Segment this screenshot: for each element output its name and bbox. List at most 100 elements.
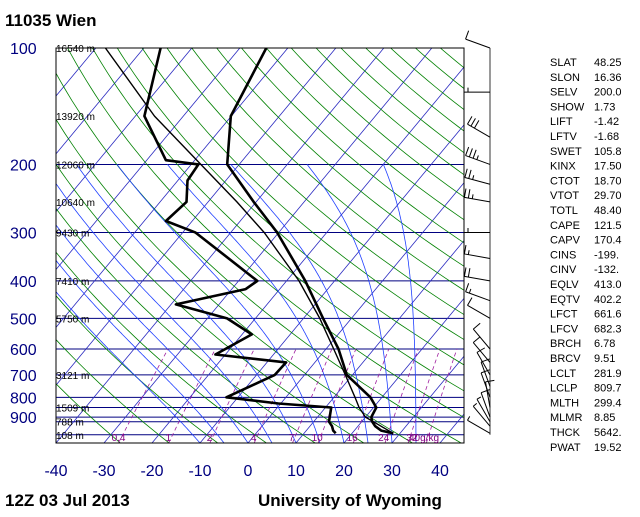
- mixing-ratio-label: 2: [207, 433, 213, 444]
- pressure-tick-label: 700: [10, 368, 37, 385]
- credit-label: University of Wyoming: [258, 491, 442, 510]
- index-value: -199.: [594, 249, 619, 261]
- observation-time: 12Z 03 Jul 2013: [5, 491, 130, 510]
- wind-barb-flag: [466, 31, 469, 39]
- wind-barb-flag: [469, 148, 472, 156]
- wind-barb-staff: [467, 124, 490, 137]
- pressure-tick-label: 300: [10, 226, 37, 243]
- index-name: CINV: [550, 264, 577, 276]
- index-name: TOTL: [550, 205, 578, 217]
- index-value: 661.6: [594, 309, 622, 321]
- wind-barb-flag: [473, 150, 476, 158]
- index-value: 121.5: [594, 220, 622, 232]
- index-value: 413.0: [594, 279, 622, 291]
- index-name: LFCV: [550, 323, 579, 335]
- parcel-profile: [105, 48, 393, 433]
- index-value: 8.85: [594, 412, 615, 424]
- wind-barb-staff: [465, 177, 490, 184]
- index-name: LFCT: [550, 309, 578, 321]
- mixing-ratio-label: 10: [312, 433, 324, 444]
- index-name: CINS: [550, 249, 576, 261]
- index-name: SWET: [550, 146, 582, 158]
- height-label: 1509 m: [56, 404, 89, 415]
- dry-adiabat-line: [68, 48, 510, 443]
- station-title: 11035 Wien: [5, 11, 97, 30]
- temperature-tick-label: 40: [431, 463, 449, 480]
- wind-barb: [467, 298, 490, 319]
- height-label: 3121 m: [56, 371, 89, 382]
- index-value: 809.7: [594, 383, 622, 395]
- index-value: 682.3: [594, 323, 622, 335]
- temperature-tick-label: 20: [335, 463, 353, 480]
- temperature-tick-label: 30: [383, 463, 401, 480]
- isotherm-line: [248, 48, 576, 443]
- index-value: 48.25: [594, 57, 622, 69]
- wind-barb-half-flag: [477, 397, 481, 399]
- index-name: PWAT: [550, 442, 581, 454]
- temperature-tick-label: -30: [92, 463, 115, 480]
- isotherm-line: [56, 48, 384, 443]
- index-name: EQLV: [550, 279, 579, 291]
- index-value: -1.42: [594, 116, 619, 128]
- moist-adiabat-line: [117, 164, 320, 443]
- height-label: 9430 m: [56, 229, 89, 240]
- index-value: 402.2: [594, 294, 622, 306]
- mixing-ratio-line: [318, 349, 356, 443]
- wind-barb: [464, 189, 490, 202]
- wind-barb-flag: [469, 170, 471, 179]
- wind-barb-staff: [466, 39, 490, 48]
- mixing-ratio-label: 0.4: [112, 433, 126, 444]
- temperature-tick-label: -40: [44, 463, 67, 480]
- index-name: LIFT: [550, 116, 573, 128]
- mixing-ratio-label: 40g/kg: [409, 433, 439, 444]
- wind-barb-flag: [467, 298, 472, 306]
- pressure-tick-label: 400: [10, 274, 37, 291]
- wind-barb-flag: [465, 169, 467, 178]
- index-name: LFTV: [550, 131, 578, 143]
- dry-adiabat-line: [316, 48, 640, 443]
- wind-barb-half-flag: [469, 289, 471, 293]
- index-name: SHOW: [550, 101, 585, 113]
- pressure-tick-label: 100: [10, 41, 37, 58]
- isotherm-line: [104, 48, 432, 443]
- wind-barb: [464, 224, 490, 233]
- wind-barb-flag: [473, 323, 480, 329]
- index-value: 48.40: [594, 205, 622, 217]
- wind-barb: [465, 169, 490, 184]
- wind-barb-flag: [474, 120, 479, 128]
- height-label: 108 m: [56, 431, 84, 442]
- temperature-tick-label: -20: [140, 463, 163, 480]
- wind-barb-flag: [466, 283, 469, 291]
- index-value: 299.4: [594, 397, 622, 409]
- wind-barb-flag: [473, 337, 480, 343]
- pressure-tick-label: 800: [10, 390, 37, 407]
- index-name: LCLP: [550, 383, 578, 395]
- index-value: 105.8: [594, 146, 622, 158]
- mixing-ratio-label: 7: [289, 433, 295, 444]
- plot-profiles: [105, 48, 393, 433]
- height-label: 10640 m: [56, 198, 95, 209]
- index-name: VTOT: [550, 190, 579, 202]
- index-name: SLAT: [550, 57, 577, 69]
- pressure-tick-label: 200: [10, 157, 37, 174]
- wind-barb: [466, 31, 490, 48]
- index-name: EQTV: [550, 294, 581, 306]
- temperature-tick-label: 0: [244, 463, 253, 480]
- index-name: CTOT: [550, 175, 580, 187]
- index-value: -132.: [594, 264, 619, 276]
- mixing-ratio-line: [169, 349, 216, 443]
- index-value: 9.51: [594, 353, 615, 365]
- height-label: 788 m: [56, 418, 84, 429]
- pressure-tick-label: 600: [10, 342, 37, 359]
- index-value: 281.9: [594, 368, 622, 380]
- index-value: 19.52: [594, 442, 622, 454]
- index-name: LCLT: [550, 368, 576, 380]
- mixing-ratio-label: 4: [251, 433, 257, 444]
- dry-adiabat-line: [0, 48, 364, 443]
- wind-barb-flag: [466, 147, 469, 155]
- index-value: 6.78: [594, 338, 615, 350]
- wind-barb: [467, 416, 490, 433]
